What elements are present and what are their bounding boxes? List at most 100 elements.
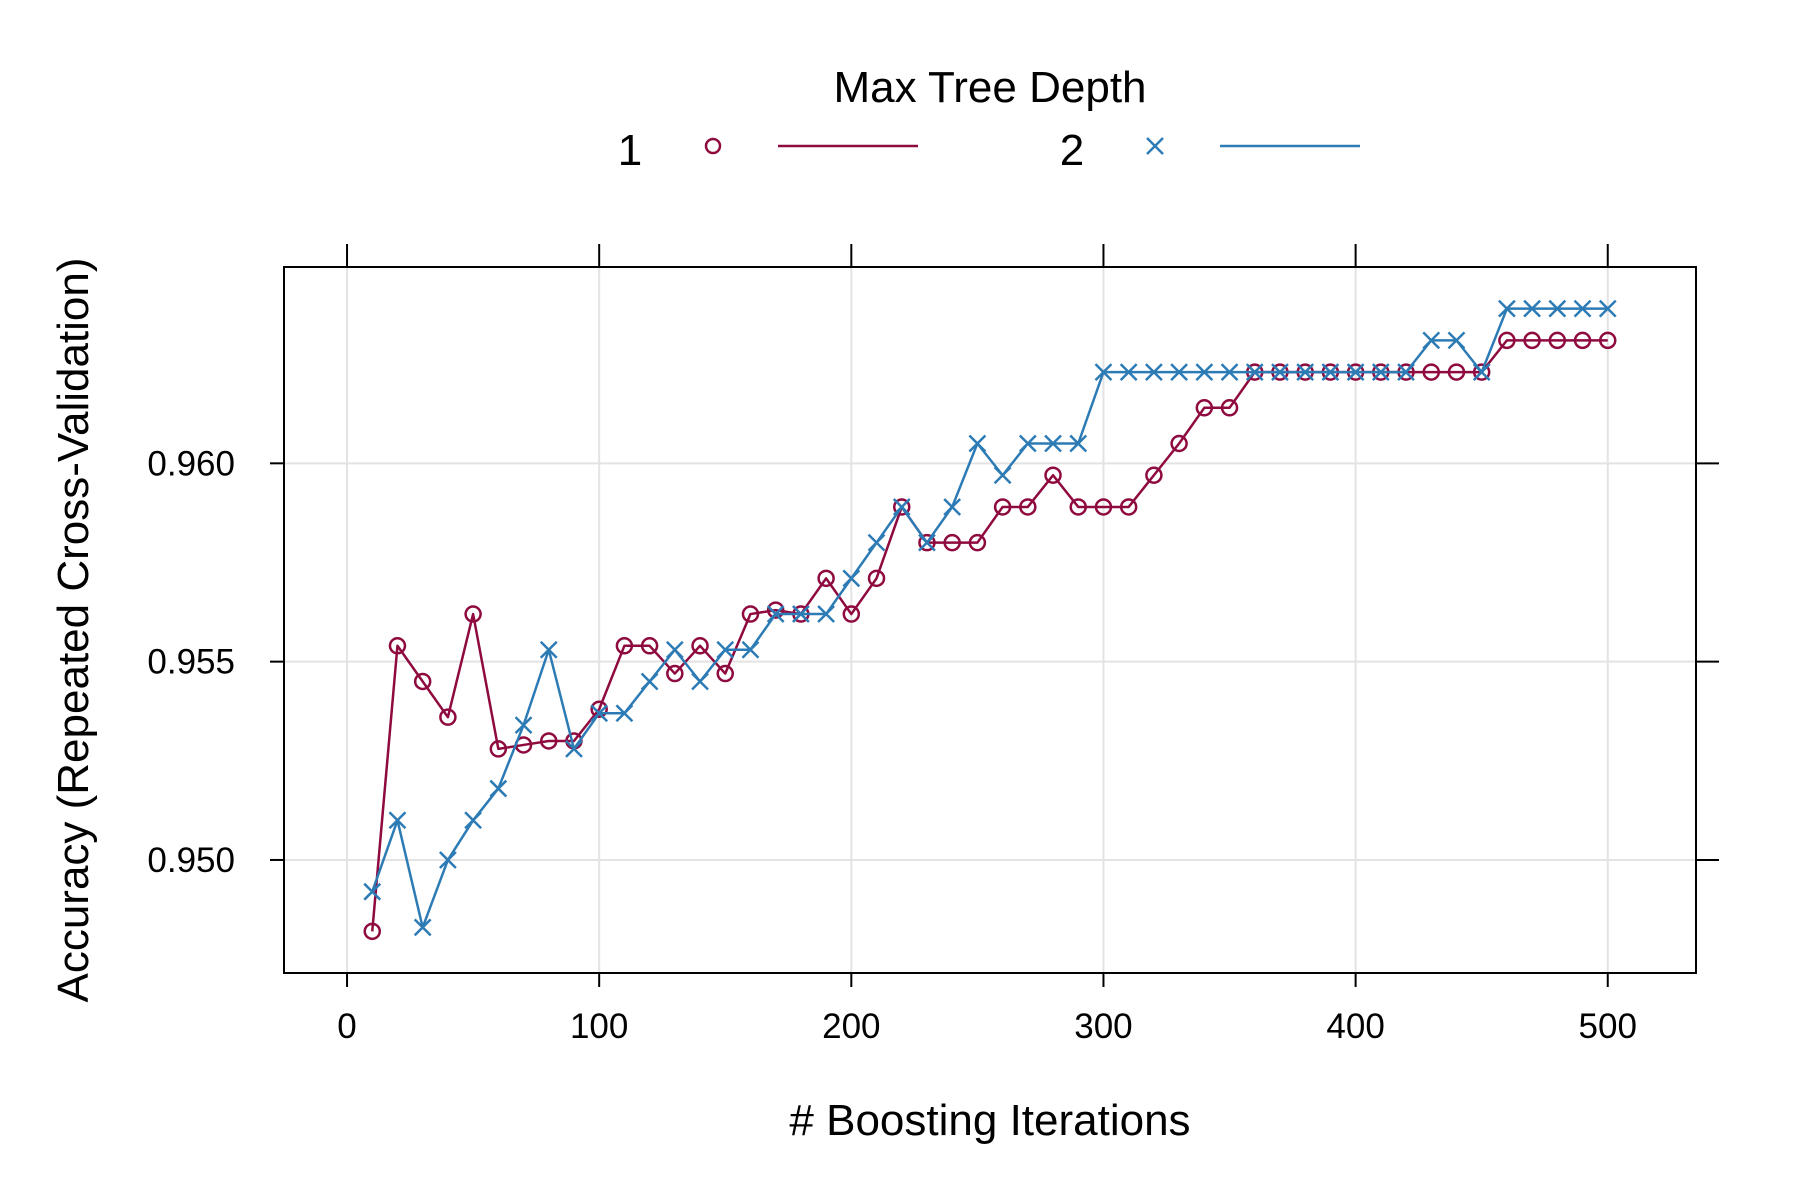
data-point [1498,299,1516,318]
y-tick-label: 0.950 [147,841,235,880]
series-layer [363,299,1617,941]
data-point [1145,466,1163,484]
data-point [1170,434,1188,453]
x-axis-title: # Boosting Iterations [789,1096,1190,1145]
y-tick-label: 0.960 [147,444,235,483]
data-point [489,779,508,798]
data-point [413,918,432,937]
data-point [388,811,407,830]
data-point [1498,331,1516,350]
data-point [993,466,1012,485]
data-point [1523,331,1541,350]
data-point [1371,363,1390,381]
data-point [1094,498,1113,516]
data-point [565,740,583,758]
data-point [1094,363,1113,381]
series-1 [363,331,1617,941]
data-point [464,605,482,623]
data-point [1599,331,1617,350]
data-point [388,637,407,655]
data-point [817,605,835,623]
data-point [464,811,482,830]
data-point [943,533,961,552]
data-point [741,640,760,659]
data-point [1422,331,1441,350]
data-point [1044,466,1062,484]
data-point [766,605,785,623]
series-line-2 [371,307,1608,929]
x-tick-label: 100 [570,1007,628,1046]
data-point [842,605,861,623]
data-point [1271,363,1289,381]
data-point [615,637,634,655]
series-2 [363,299,1617,937]
data-point [1548,299,1567,318]
data-point [1472,363,1491,381]
data-point [1195,399,1214,417]
data-point [665,640,684,659]
data-point [590,700,608,718]
data-point [766,601,785,619]
x-tick-label: 300 [1074,1007,1132,1046]
data-point [716,664,734,683]
data-point [1296,363,1315,381]
data-point [363,922,381,941]
data-point [1447,331,1466,350]
legend-label-series-1: 1 [618,126,642,175]
data-point [1598,299,1617,318]
data-point [842,569,861,588]
axes: 0 100 200 300 400 500 0.950 0.955 0.960 [147,244,1719,1046]
data-point [363,882,382,901]
data-point [993,498,1012,516]
data-point [867,533,886,552]
series-line-1 [371,339,1608,932]
data-point [1472,363,1491,381]
x-tick-label: 0 [337,1007,356,1046]
data-point [918,533,936,552]
data-point [892,498,911,516]
data-point [792,605,810,623]
data-point [1145,363,1163,381]
data-point [1245,363,1264,381]
data-point [590,704,609,723]
data-point [1044,434,1062,453]
data-point [1573,299,1592,318]
y-axis-title: Accuracy (Repeated Cross-Validation) [49,257,98,1002]
data-point [1069,498,1087,516]
data-point [1069,434,1088,453]
data-point [1447,363,1466,381]
data-point [1422,363,1440,381]
data-point [918,533,936,552]
data-point [1397,363,1415,381]
data-point [514,716,533,734]
data-point [1346,363,1365,381]
data-point [439,851,457,869]
data-point [489,740,508,758]
data-point [1019,498,1037,516]
data-point [1170,363,1188,381]
data-point [666,664,684,683]
data-point [968,434,987,453]
data-point [1119,498,1138,516]
data-point [943,498,962,516]
plot-frame [283,266,1697,974]
data-point [893,498,911,516]
data-point [968,533,987,552]
data-point [640,637,659,655]
data-point [716,640,735,659]
data-point [1548,331,1567,350]
data-point [640,672,659,691]
legend-marker-series-2 [1146,137,1164,155]
data-point [817,569,835,588]
data-point [1523,299,1541,318]
legend: Max Tree Depth 1 2 [618,63,1360,175]
data-point [439,708,457,726]
x-tick-label: 200 [822,1007,880,1046]
x-tick-label: 400 [1326,1007,1384,1046]
grid-lines [284,267,1696,973]
y-tick-label: 0.955 [147,643,235,682]
data-point [867,569,886,588]
data-point [1220,363,1239,381]
data-point [1220,399,1239,417]
data-point [1321,363,1340,381]
